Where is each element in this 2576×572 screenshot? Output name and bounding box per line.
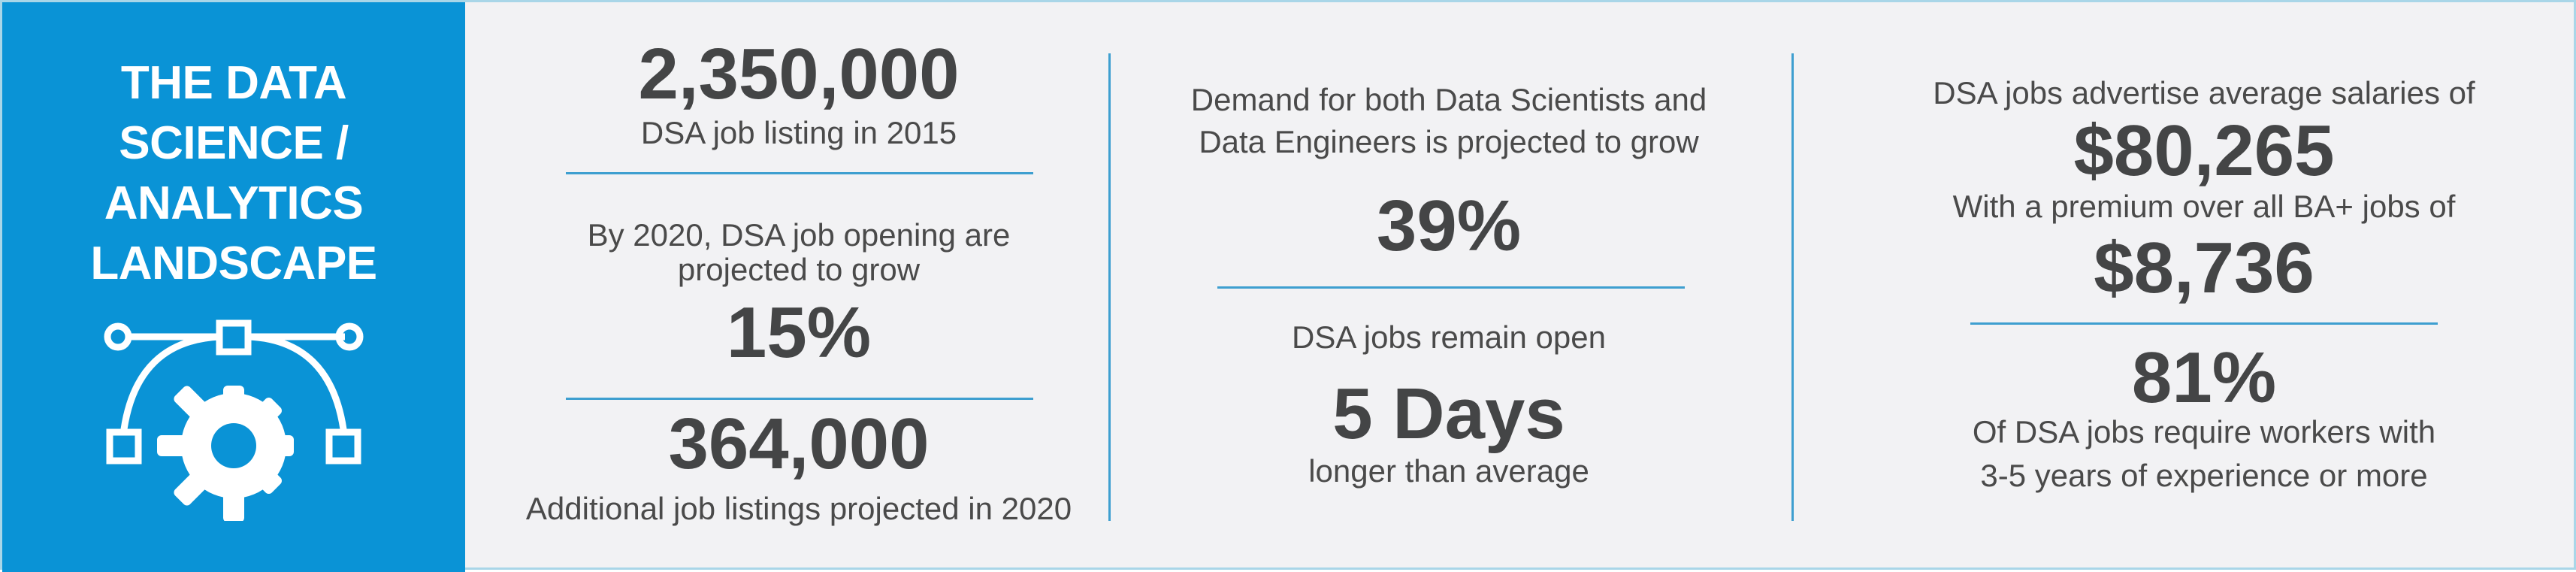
divider	[1970, 322, 2438, 325]
column-divider	[1791, 53, 1794, 521]
stat-demand-growth: 39%	[1376, 186, 1522, 266]
longer-text: longer than average	[1308, 453, 1589, 489]
stat-days-open: 5 Days	[1332, 374, 1565, 454]
panel-title: THE DATA SCIENCE / ANALYTICS LANDSCAPE	[2, 53, 465, 294]
bezier-gear-icon	[104, 319, 364, 521]
stat-growth-text-line1: By 2020, DSA job opening are	[587, 217, 1011, 253]
salary-text: DSA jobs advertise average salaries of	[1933, 75, 2475, 110]
stat-growth-2020: 15%	[726, 292, 872, 373]
stat-premium: $8,736	[2094, 228, 2314, 308]
column-divider	[1108, 53, 1111, 521]
experience-text-line2: 3-5 years of experience or more	[1980, 458, 2428, 493]
premium-text: With a premium over all BA+ jobs of	[1952, 189, 2456, 224]
panel-title-line: LANDSCAPE	[90, 238, 377, 289]
stat-job-listings-2015: 2,350,000	[638, 34, 960, 114]
panel-title-line: ANALYTICS	[104, 177, 364, 229]
jobs-open-text: DSA jobs remain open	[1292, 319, 1606, 355]
divider	[566, 398, 1033, 400]
stat-job-listings-2015-label: DSA job listing in 2015	[640, 115, 957, 150]
stat-additional-listings: 364,000	[668, 404, 930, 484]
panel-title-line: SCIENCE /	[119, 117, 349, 169]
demand-text-line1: Demand for both Data Scientists and	[1190, 82, 1707, 117]
divider	[566, 172, 1033, 174]
panel-title-line: THE DATA	[120, 57, 347, 109]
demand-text-line2: Data Engineers is projected to grow	[1199, 124, 1699, 159]
divider	[1217, 286, 1685, 289]
stat-average-salary: $80,265	[2073, 110, 2335, 191]
stat-additional-listings-label: Additional job listings projected in 202…	[525, 491, 1072, 526]
title-panel: THE DATA SCIENCE / ANALYTICS LANDSCAPE	[2, 2, 465, 572]
stat-growth-text-line2: projected to grow	[677, 252, 921, 287]
experience-text-line1: Of DSA jobs require workers with	[1972, 414, 2436, 449]
stat-experience-share: 81%	[2131, 337, 2277, 418]
